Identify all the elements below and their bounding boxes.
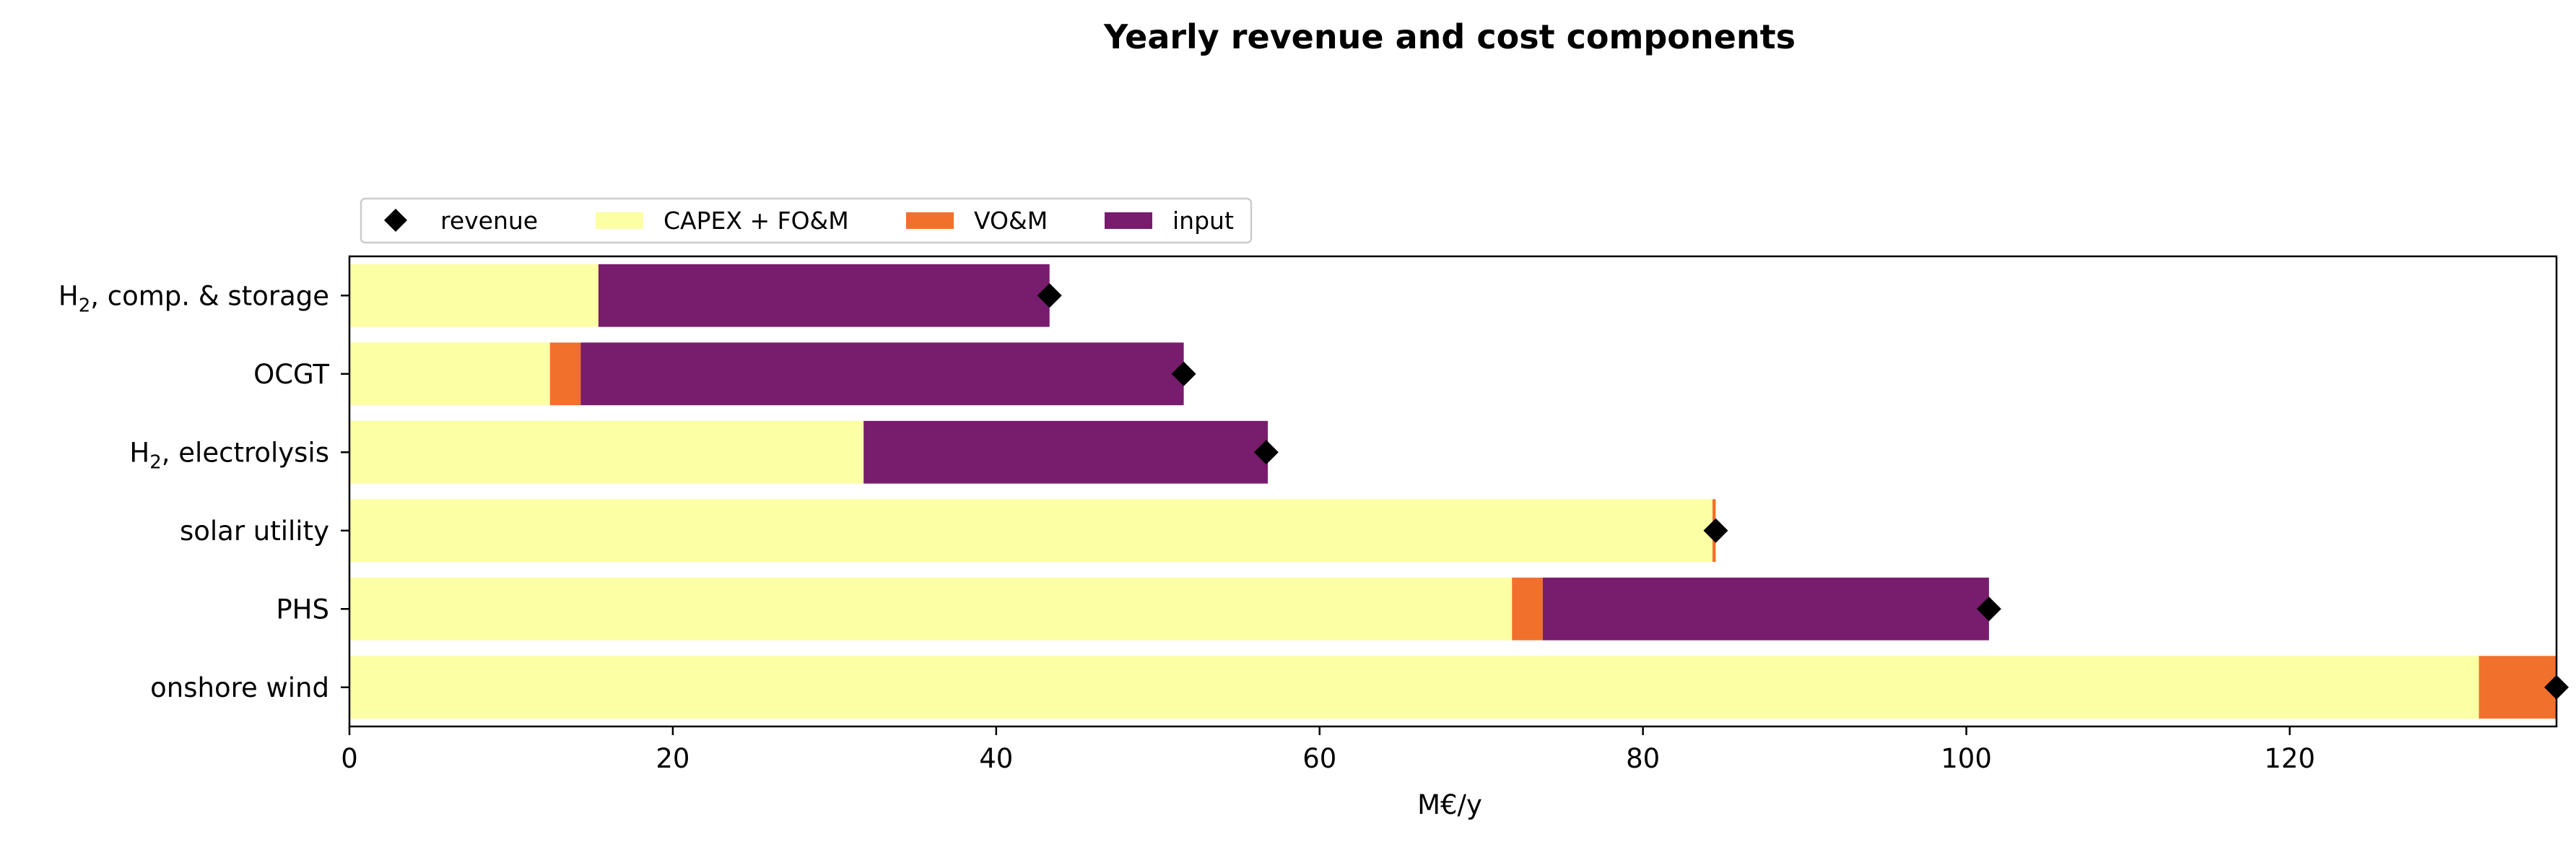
bar-2-2 [863, 420, 1269, 484]
legend-marker-revenue [384, 209, 407, 232]
bar-0-0 [349, 264, 599, 327]
bars [349, 264, 2557, 719]
x-tick-label-0: 0 [341, 743, 358, 774]
bar-2-4 [1542, 577, 1989, 641]
bar-0-4 [349, 577, 1513, 641]
plot-frame [348, 255, 2558, 728]
x-tick-label-4: 80 [1626, 743, 1660, 774]
y-tick-label-0: H2, comp. & storage [58, 280, 329, 316]
x-tick-label-1: 20 [656, 743, 689, 774]
bar-0-1 [349, 342, 550, 406]
bar-2-0 [598, 264, 1050, 327]
chart-title: Yearly revenue and cost components [1103, 17, 1796, 56]
bar-1-4 [1512, 577, 1543, 641]
bar-0-2 [349, 420, 864, 484]
legend-label-1: VO&M [974, 207, 1048, 235]
revenue-marker-3 [1703, 518, 1728, 543]
legend-label-revenue: revenue [440, 207, 538, 235]
revenue-marker-2 [1253, 440, 1279, 465]
y-axis: H2, comp. & storage OCGT H2, electrolysis s… [58, 280, 349, 703]
y-tick-label-4: PHS [276, 594, 329, 625]
revenue-marker-4 [1976, 596, 2001, 622]
y-tick-label-5: onshore wind [150, 672, 329, 703]
bar-1-1 [549, 342, 581, 406]
revenue-marker-1 [1171, 361, 1196, 386]
x-axis-label: M€/y [1417, 789, 1482, 820]
legend-box [360, 197, 1253, 244]
bar-1-5 [2479, 656, 2557, 719]
x-axis: 0 20 40 60 80 100 120 [341, 726, 2315, 774]
bar-2-1 [580, 342, 1184, 406]
y-tick-label-3: solar utility [180, 516, 329, 547]
bar-0-3 [349, 499, 1713, 563]
legend-label-2: input [1172, 207, 1234, 235]
legend-swatch-1 [906, 212, 954, 229]
x-tick-label-3: 60 [1302, 743, 1336, 774]
bar-0-5 [349, 656, 2479, 719]
legend: revenue CAPEX + FO&M VO&M input [360, 197, 1253, 244]
x-tick-label-2: 40 [979, 743, 1013, 774]
legend-swatch-2 [1105, 212, 1152, 229]
legend-label-0: CAPEX + FO&M [663, 207, 849, 235]
legend-swatch-0 [596, 212, 643, 229]
x-tick-label-5: 100 [1941, 743, 1992, 774]
y-tick-label-2: H2, electrolysis [129, 437, 329, 473]
x-tick-label-6: 120 [2264, 743, 2315, 774]
y-tick-label-1: OCGT [253, 359, 329, 390]
revenue-markers [1037, 283, 2569, 700]
revenue-marker-0 [1037, 283, 1062, 308]
